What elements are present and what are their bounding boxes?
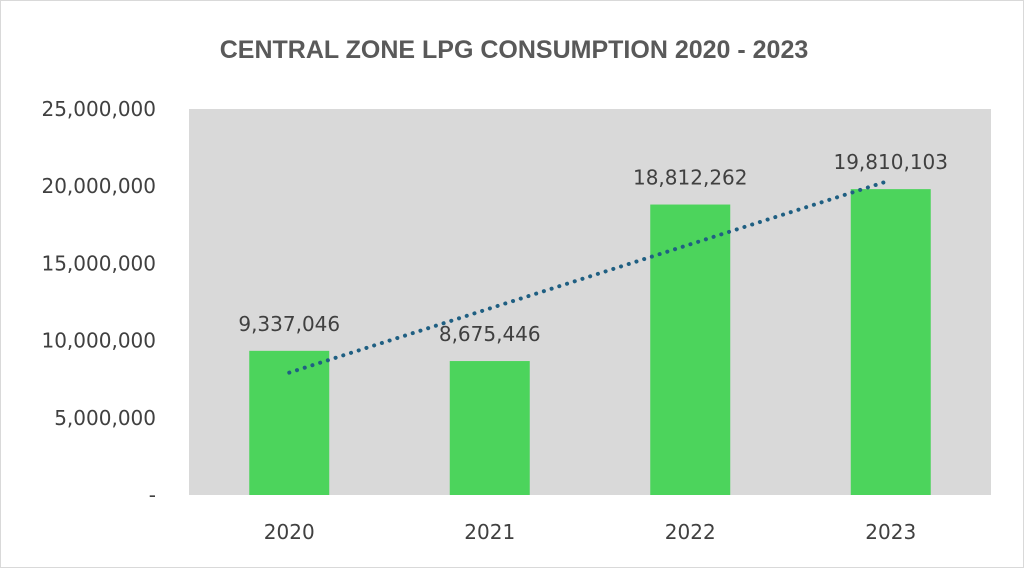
trendline-group (287, 178, 893, 375)
bar-2022 (650, 204, 731, 495)
trendline (287, 178, 893, 375)
data-labels: 9,337,046 8,675,446 18,812,262 19,810,103 (238, 150, 948, 346)
data-label-2022: 18,812,262 (633, 166, 748, 190)
y-tick-label: 5,000,000 (54, 406, 156, 430)
y-tick-label: 20,000,000 (41, 174, 156, 198)
bar-2020 (249, 350, 330, 495)
y-axis: - 5,000,000 10,000,000 15,000,000 20,000,000… (41, 97, 156, 507)
bar-2021 (449, 361, 530, 495)
y-tick-label: 15,000,000 (41, 251, 156, 275)
bar-2023 (850, 189, 931, 495)
x-axis: 2020 2021 2022 2023 (264, 520, 916, 544)
y-tick-label: 10,000,000 (41, 329, 156, 353)
y-tick-label: - (149, 483, 156, 507)
x-tick-label: 2020 (264, 520, 315, 544)
x-tick-label: 2021 (464, 520, 515, 544)
x-tick-label: 2023 (865, 520, 916, 544)
y-tick-label: 25,000,000 (41, 97, 156, 121)
bar-series (249, 189, 931, 495)
chart-title: CENTRAL ZONE LPG CONSUMPTION 2020 - 2023 (220, 36, 809, 64)
data-label-2023: 19,810,103 (833, 150, 948, 174)
data-label-2021: 8,675,446 (439, 322, 541, 346)
data-label-2020: 9,337,046 (238, 312, 340, 336)
x-tick-label: 2022 (665, 520, 716, 544)
